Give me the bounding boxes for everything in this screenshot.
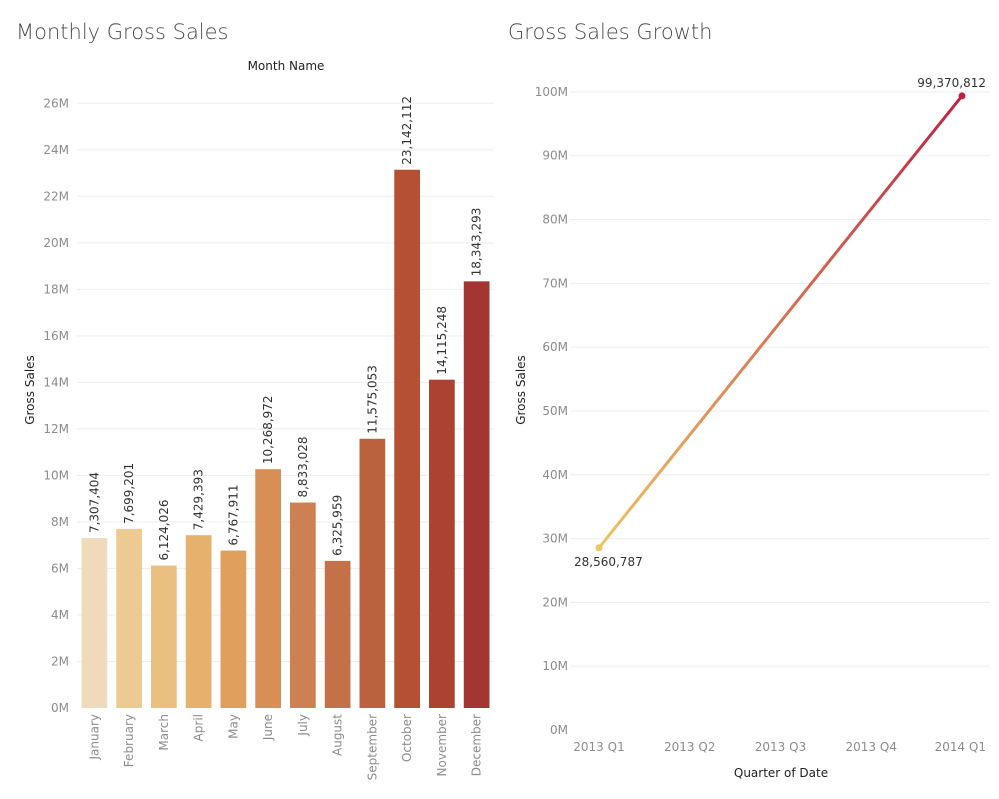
bar-y-tick-label: 8M <box>51 515 69 529</box>
bar-y-tick-label: 4M <box>51 608 69 622</box>
line-y-tick-label: 20M <box>542 595 568 609</box>
line-point-label-start: 28,560,787 <box>574 555 643 569</box>
bar-y-tick-label: 26M <box>43 96 69 110</box>
bar-y-tick-label: 20M <box>43 236 69 250</box>
line-chart-title: Gross Sales Growth <box>508 20 713 44</box>
line-x-tick-label: 2013 Q4 <box>846 740 897 754</box>
bar-x-tick-label: July <box>296 714 310 737</box>
line-y-tick-label: 40M <box>542 468 568 482</box>
bar-chart-title: Monthly Gross Sales <box>16 20 229 44</box>
bar-y-tick-label: 6M <box>51 561 69 575</box>
bar-chart-y-axis-title: Gross Sales <box>23 355 37 425</box>
bar-value-label: 8,833,028 <box>296 436 310 497</box>
bar-value-label: 6,124,026 <box>157 499 171 560</box>
bar-value-label: 14,115,248 <box>435 306 449 375</box>
bar-value-label: 7,699,201 <box>122 463 136 524</box>
bar-y-tick-label: 0M <box>51 701 69 715</box>
bar-chart-y-ticks: 0M 2M 4M 6M 8M 10M 12M 14M 16M 18M 20M 22M 24M 26M <box>43 96 69 715</box>
bar-y-tick-label: 18M <box>43 282 69 296</box>
bar-march <box>151 565 177 708</box>
bar-january <box>81 538 108 708</box>
line-chart-x-ticks: 2013 Q1 2013 Q2 2013 Q3 2013 Q4 2014 Q1 <box>573 740 986 754</box>
bar-value-label: 7,429,393 <box>192 469 206 530</box>
bar-x-tick-label: January <box>87 714 101 761</box>
bar-september <box>359 438 386 708</box>
bar-chart-x-axis-title: Month Name <box>248 59 325 73</box>
bar-x-tick-label: April <box>192 714 206 741</box>
bar-november <box>429 379 455 708</box>
bar-value-label: 11,575,053 <box>365 365 379 434</box>
bar-chart-data-labels: 7,307,404 7,699,201 6,124,026 7,429,393 6,76… <box>87 96 483 561</box>
bar-april <box>185 535 212 708</box>
bar-february <box>116 528 142 708</box>
line-chart-x-axis-title: Quarter of Date <box>734 766 828 780</box>
line-point-label-end: 99,370,812 <box>917 76 986 90</box>
bar-x-tick-label: February <box>122 714 136 767</box>
line-y-tick-label: 60M <box>542 340 568 354</box>
bar-y-tick-label: 12M <box>43 422 69 436</box>
bar-value-label: 10,268,972 <box>261 395 275 464</box>
line-chart-y-ticks: 0M 10M 20M 30M 40M 50M 60M 70M 80M 90M 100M <box>535 85 568 737</box>
bar-y-tick-label: 24M <box>43 143 69 157</box>
bar-chart-x-ticks: January February March April May June July Augu… <box>87 714 483 781</box>
line-y-tick-label: 30M <box>542 532 568 546</box>
bar-value-label: 23,142,112 <box>400 96 414 165</box>
bar-august <box>324 560 351 708</box>
line-chart-series <box>597 94 964 550</box>
bar-may <box>220 550 247 708</box>
line-x-tick-label: 2013 Q1 <box>573 740 624 754</box>
line-point-end <box>958 92 966 100</box>
bar-value-label: 6,767,911 <box>226 485 240 546</box>
bar-y-tick-label: 14M <box>43 375 69 389</box>
line-y-tick-label: 70M <box>542 276 568 290</box>
line-y-tick-label: 0M <box>550 723 568 737</box>
bar-x-tick-label: March <box>157 714 171 751</box>
bar-value-label: 7,307,404 <box>87 472 101 533</box>
line-chart-y-axis-title: Gross Sales <box>514 355 528 425</box>
bar-x-tick-label: December <box>470 714 484 776</box>
line-y-tick-label: 10M <box>542 659 568 673</box>
bar-y-tick-label: 2M <box>51 654 69 668</box>
line-chart-gridlines <box>570 91 990 667</box>
bar-december <box>463 281 490 708</box>
bar-chart-bars <box>81 169 490 708</box>
line-y-tick-label: 80M <box>542 213 568 227</box>
bar-x-tick-label: May <box>226 714 240 739</box>
bar-chart-gridlines <box>77 102 494 662</box>
line-y-tick-label: 100M <box>535 85 568 99</box>
line-x-tick-label: 2014 Q1 <box>935 740 986 754</box>
bar-july <box>290 502 316 708</box>
line-y-tick-label: 90M <box>542 149 568 163</box>
bar-y-tick-label: 10M <box>43 468 69 482</box>
bar-y-tick-label: 16M <box>43 329 69 343</box>
bar-june <box>255 469 281 708</box>
bar-x-tick-label: June <box>261 714 275 741</box>
line-point-start <box>595 544 603 552</box>
bar-x-tick-label: October <box>400 714 414 762</box>
bar-october <box>394 169 420 708</box>
bar-value-label: 18,343,293 <box>470 208 484 277</box>
bar-value-label: 6,325,959 <box>331 495 345 556</box>
bar-y-tick-label: 22M <box>43 189 69 203</box>
bar-x-tick-label: September <box>365 714 379 780</box>
line-chart-points: 28,560,787 99,370,812 <box>574 76 986 569</box>
bar-x-tick-label: November <box>435 714 449 776</box>
line-x-tick-label: 2013 Q3 <box>755 740 806 754</box>
line-y-tick-label: 50M <box>542 404 568 418</box>
bar-x-tick-label: August <box>331 714 345 756</box>
line-x-tick-label: 2013 Q2 <box>664 740 715 754</box>
